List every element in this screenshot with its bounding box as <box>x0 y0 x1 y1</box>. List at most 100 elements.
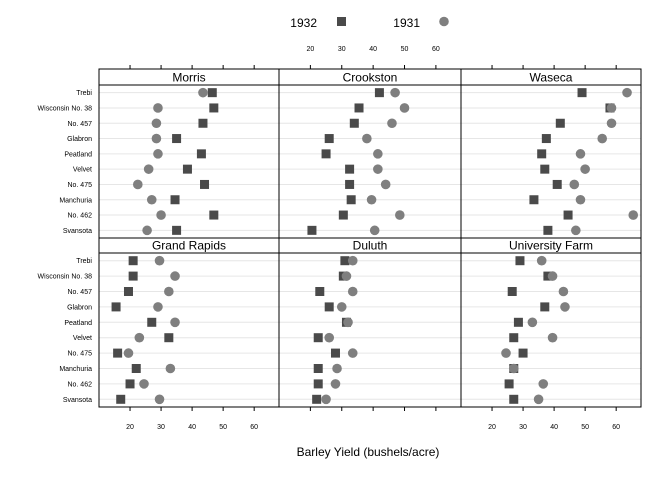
point-1931 <box>362 133 372 144</box>
point-1932 <box>330 348 340 358</box>
point-1931 <box>606 118 617 129</box>
strip-label: Duluth <box>353 239 388 253</box>
point-1932 <box>543 225 553 235</box>
variety-label: No. 475 <box>67 351 92 358</box>
point-1931 <box>366 194 377 205</box>
point-1932 <box>515 256 525 266</box>
point-1931 <box>139 379 149 389</box>
variety-label: No. 457 <box>67 289 92 296</box>
point-1931 <box>198 87 208 98</box>
point-1931 <box>153 103 163 113</box>
panel-morris: Morris <box>98 68 280 239</box>
strip-label: Grand Rapids <box>152 239 226 253</box>
point-1932 <box>354 103 364 113</box>
point-1931 <box>536 255 547 266</box>
point-1932 <box>147 317 157 327</box>
tick-label: 30 <box>157 424 165 431</box>
point-1932 <box>113 348 123 358</box>
point-1932 <box>170 195 180 205</box>
point-1932 <box>513 317 523 327</box>
point-1932 <box>340 256 350 266</box>
point-1932 <box>577 88 587 98</box>
point-1931 <box>324 332 335 343</box>
tick-label: 50 <box>581 424 589 431</box>
point-1931 <box>142 225 152 236</box>
point-1931 <box>347 255 358 266</box>
point-1931 <box>154 394 165 405</box>
point-1932 <box>313 364 323 373</box>
variety-label: Manchuria <box>59 197 92 204</box>
point-1932 <box>324 302 334 312</box>
tick-label: 20 <box>488 424 496 431</box>
variety-label: No. 462 <box>67 213 92 220</box>
point-1932 <box>345 179 355 189</box>
point-1932 <box>509 394 519 404</box>
variety-label: Svansota <box>63 397 92 404</box>
point-1932 <box>537 149 547 159</box>
variety-label: Glabron <box>67 136 92 143</box>
point-1932 <box>345 164 355 174</box>
point-1931 <box>560 302 570 312</box>
point-1931 <box>153 302 163 312</box>
point-1932 <box>307 225 317 235</box>
point-1931 <box>343 317 353 328</box>
point-1931 <box>399 103 410 113</box>
strip-label: University Farm <box>509 239 593 253</box>
legend-label-1931: 1931 <box>393 16 420 30</box>
point-1931 <box>164 286 174 297</box>
point-1932 <box>313 333 323 343</box>
point-1931 <box>151 133 162 144</box>
point-1932 <box>346 195 356 205</box>
point-1931 <box>321 394 331 405</box>
point-1931 <box>569 179 580 190</box>
legend: 1932 1931 <box>290 16 449 30</box>
tick-label: 60 <box>612 424 620 431</box>
strip-label: Morris <box>172 71 205 85</box>
legend-marker-square <box>337 17 346 26</box>
point-1931 <box>132 179 143 190</box>
variety-label: No. 475 <box>67 182 92 189</box>
point-1932 <box>207 88 217 98</box>
variety-label: Manchuria <box>59 366 92 373</box>
point-1931 <box>156 210 166 220</box>
point-1932 <box>555 118 565 128</box>
tick-label: 60 <box>432 46 440 53</box>
point-1932 <box>321 149 331 159</box>
tick-label: 30 <box>338 46 346 53</box>
strip-label: Crookston <box>343 71 398 85</box>
point-1932 <box>209 210 219 220</box>
point-1931 <box>558 286 569 297</box>
point-1932 <box>563 210 573 220</box>
point-1931 <box>390 87 400 98</box>
tick-label: 60 <box>250 424 258 431</box>
point-1931 <box>369 225 380 236</box>
point-1931 <box>332 363 342 374</box>
x-axis-ticks: 20 30 40 50 60 20 30 40 50 60 20 30 40 50 60 <box>126 46 620 431</box>
point-1931 <box>395 210 405 220</box>
point-1931 <box>373 149 383 159</box>
tick-label: 40 <box>369 46 377 53</box>
point-1931 <box>575 194 586 205</box>
tick-label: 50 <box>401 46 409 53</box>
point-1932 <box>312 394 322 404</box>
point-1931 <box>622 87 632 98</box>
point-1932 <box>200 179 210 189</box>
variety-label: Wisconsin No. 38 <box>38 274 93 281</box>
legend-label-1932: 1932 <box>290 16 317 30</box>
point-1931 <box>508 363 519 374</box>
point-1932 <box>324 134 334 144</box>
point-1931 <box>547 332 558 343</box>
variety-label: Peatland <box>64 320 92 327</box>
point-1931 <box>153 149 163 159</box>
point-1931 <box>146 194 157 205</box>
point-1931 <box>347 348 358 358</box>
point-1932 <box>164 333 174 343</box>
variety-label: Trebi <box>76 90 92 97</box>
point-1932 <box>518 348 528 358</box>
point-1931 <box>336 302 347 312</box>
point-1932 <box>541 134 551 144</box>
point-1932 <box>504 379 514 389</box>
point-1932 <box>349 118 359 128</box>
point-1931 <box>571 225 581 236</box>
